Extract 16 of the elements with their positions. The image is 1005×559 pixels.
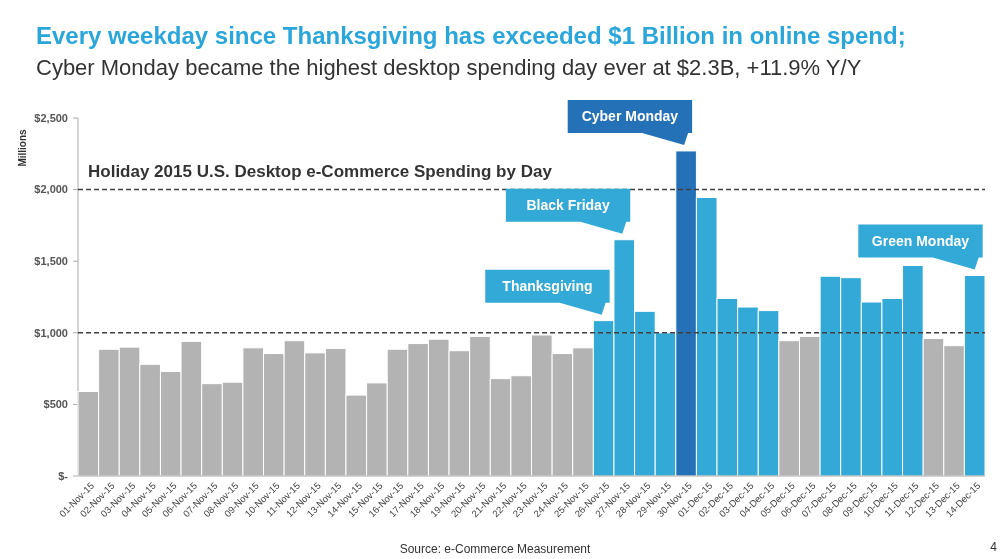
y-tick-label: $1,500: [34, 255, 68, 268]
y-tick-label: $1,000: [34, 326, 68, 339]
text: 4: [990, 540, 998, 554]
y-axis-title: Millions: [17, 128, 28, 167]
annotation: Black Friday: [526, 197, 610, 214]
chart-title: Every weekday since Thanksgiving has exceeded $1 Billion in online spend;: [36, 22, 906, 49]
y-tick-label: $-: [58, 469, 69, 482]
annotation: Thanksgiving: [502, 278, 593, 295]
annotation: Green Monday: [871, 232, 970, 249]
source-note: Source: e-Commerce Measurement: [399, 542, 592, 556]
y-tick-label: $2,500: [34, 111, 68, 124]
y-tick-label: $500: [43, 398, 68, 411]
annotation: Cyber Monday: [581, 108, 679, 125]
annotation: Holiday 2015 U.S. Desktop e-Commerce Spending by Day: [88, 162, 553, 181]
chart-subtitle: Cyber Monday became the highest desktop spending day ever at $2.3B, +11.9% Y/Y: [36, 55, 862, 80]
y-tick-label: $2,000: [34, 183, 68, 196]
